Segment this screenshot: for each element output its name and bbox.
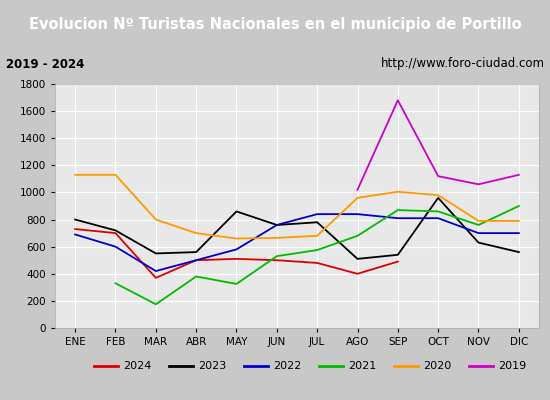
Text: 2023: 2023 xyxy=(198,361,226,371)
Text: 2019: 2019 xyxy=(498,361,526,371)
Text: 2019 - 2024: 2019 - 2024 xyxy=(6,58,84,70)
Text: 2020: 2020 xyxy=(423,361,451,371)
Text: 2021: 2021 xyxy=(348,361,376,371)
Text: Evolucion Nº Turistas Nacionales en el municipio de Portillo: Evolucion Nº Turistas Nacionales en el m… xyxy=(29,16,521,32)
Text: 2022: 2022 xyxy=(273,361,301,371)
Text: 2024: 2024 xyxy=(123,361,151,371)
Text: http://www.foro-ciudad.com: http://www.foro-ciudad.com xyxy=(381,58,544,70)
